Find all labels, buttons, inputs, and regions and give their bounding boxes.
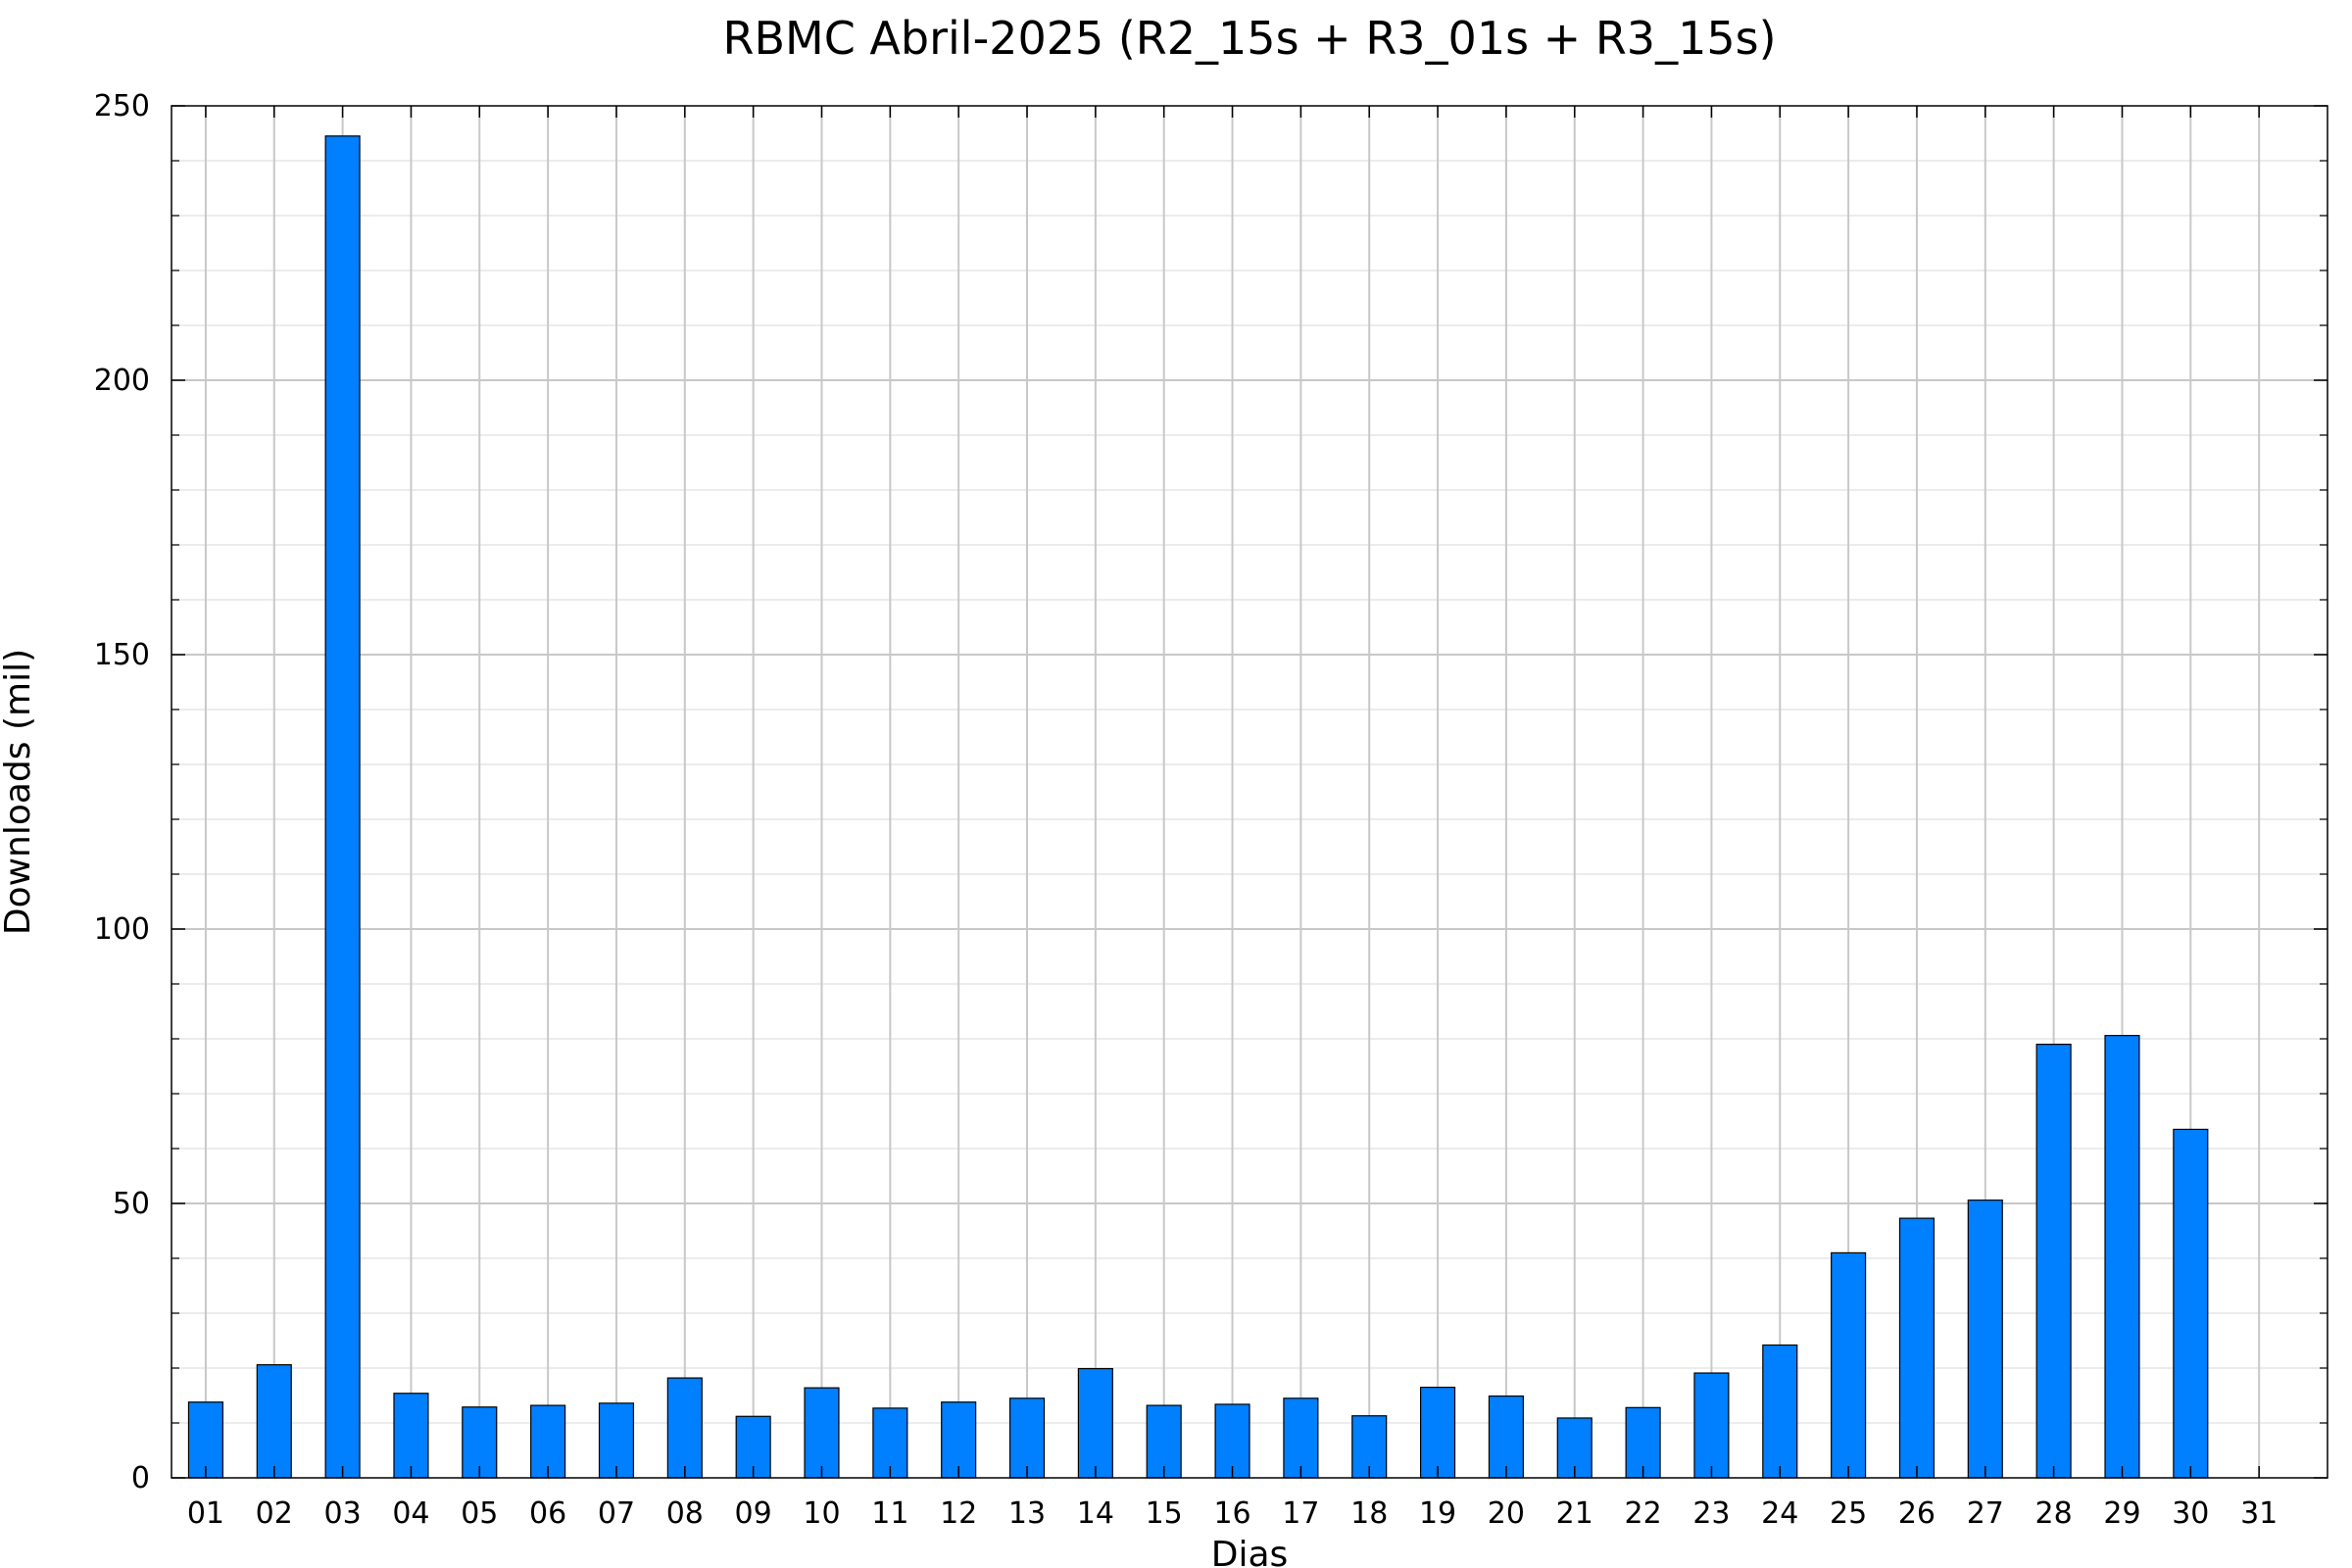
x-tick-label: 13 bbox=[1008, 1496, 1046, 1531]
plot-area-frame bbox=[171, 105, 2328, 1479]
y-tick-label: 250 bbox=[94, 89, 150, 123]
bar-day-30 bbox=[2173, 1128, 2209, 1479]
bar-day-27 bbox=[1967, 1200, 2003, 1479]
axis-ticks bbox=[172, 105, 2328, 1479]
x-tick-label: 20 bbox=[1488, 1496, 1525, 1531]
x-tick-label: 14 bbox=[1077, 1496, 1114, 1531]
bar-day-28 bbox=[2035, 1043, 2072, 1479]
bar-day-07 bbox=[598, 1402, 635, 1479]
bar-day-03 bbox=[324, 135, 361, 1479]
bar-day-10 bbox=[804, 1387, 840, 1479]
x-tick-labels: 01 02 03 04 05 06 07 08 09 10 11 12 13 14 15 16 17 18 19 20… bbox=[187, 1496, 2278, 1531]
bar-day-02 bbox=[256, 1364, 292, 1479]
x-tick-label: 25 bbox=[1830, 1496, 1867, 1531]
bars bbox=[187, 135, 2209, 1479]
x-tick-label: 28 bbox=[2035, 1496, 2073, 1531]
x-tick-label: 18 bbox=[1350, 1496, 1388, 1531]
bar-day-29 bbox=[2104, 1035, 2140, 1479]
x-tick-label: 02 bbox=[256, 1496, 293, 1531]
bar-day-15 bbox=[1146, 1404, 1182, 1479]
x-tick-label: 23 bbox=[1692, 1496, 1730, 1531]
x-tick-label: 07 bbox=[598, 1496, 635, 1531]
x-tick-label: 24 bbox=[1761, 1496, 1798, 1531]
x-tick-label: 22 bbox=[1624, 1496, 1661, 1531]
y-tick-label: 0 bbox=[131, 1461, 150, 1495]
y-tick-label: 200 bbox=[94, 364, 150, 398]
x-tick-label: 30 bbox=[2172, 1496, 2209, 1531]
y-axis-title: Downloads (mil) bbox=[0, 649, 38, 935]
bar-day-25 bbox=[1831, 1251, 1867, 1479]
bar-day-08 bbox=[666, 1377, 703, 1479]
bar-day-06 bbox=[530, 1404, 566, 1479]
x-tick-label: 31 bbox=[2240, 1496, 2278, 1531]
x-axis-title: Dias bbox=[1211, 1535, 1289, 1568]
bar-day-17 bbox=[1283, 1397, 1319, 1479]
x-tick-label: 19 bbox=[1419, 1496, 1456, 1531]
x-tick-label: 17 bbox=[1282, 1496, 1319, 1531]
bar-day-14 bbox=[1077, 1367, 1113, 1479]
grid bbox=[172, 106, 2328, 1478]
bar-day-13 bbox=[1008, 1397, 1046, 1479]
x-tick-label: 11 bbox=[871, 1496, 908, 1531]
bar-day-05 bbox=[462, 1406, 498, 1479]
bar-day-16 bbox=[1214, 1403, 1250, 1479]
bar-day-24 bbox=[1762, 1344, 1798, 1479]
x-tick-label: 15 bbox=[1146, 1496, 1183, 1531]
bar-day-19 bbox=[1420, 1386, 1456, 1479]
x-tick-label: 03 bbox=[324, 1496, 362, 1531]
bar-day-04 bbox=[393, 1393, 429, 1479]
y-tick-label: 100 bbox=[94, 912, 150, 947]
x-tick-label: 06 bbox=[529, 1496, 566, 1531]
bar-day-01 bbox=[187, 1401, 223, 1479]
x-tick-label: 10 bbox=[803, 1496, 840, 1531]
x-tick-label: 27 bbox=[1967, 1496, 2004, 1531]
bar-day-26 bbox=[1898, 1217, 1936, 1479]
bar-day-20 bbox=[1488, 1395, 1524, 1479]
x-tick-label: 29 bbox=[2103, 1496, 2140, 1531]
y-tick-labels: 0 50 100 150 200 250 bbox=[94, 89, 150, 1495]
x-tick-label: 01 bbox=[187, 1496, 224, 1531]
y-tick-label: 50 bbox=[113, 1187, 150, 1221]
x-tick-label: 21 bbox=[1556, 1496, 1593, 1531]
x-tick-label: 05 bbox=[461, 1496, 498, 1531]
bar-day-23 bbox=[1693, 1372, 1730, 1479]
x-tick-label: 12 bbox=[940, 1496, 977, 1531]
x-tick-label: 04 bbox=[392, 1496, 429, 1531]
chart-title: RBMC Abril-2025 (R2_15s + R3_01s + R3_15… bbox=[722, 12, 1776, 65]
x-tick-label: 26 bbox=[1898, 1496, 1936, 1531]
x-tick-label: 09 bbox=[735, 1496, 772, 1531]
y-tick-label: 150 bbox=[94, 638, 150, 672]
x-tick-label: 16 bbox=[1213, 1496, 1250, 1531]
bar-day-12 bbox=[941, 1401, 977, 1479]
x-tick-label: 08 bbox=[666, 1496, 704, 1531]
